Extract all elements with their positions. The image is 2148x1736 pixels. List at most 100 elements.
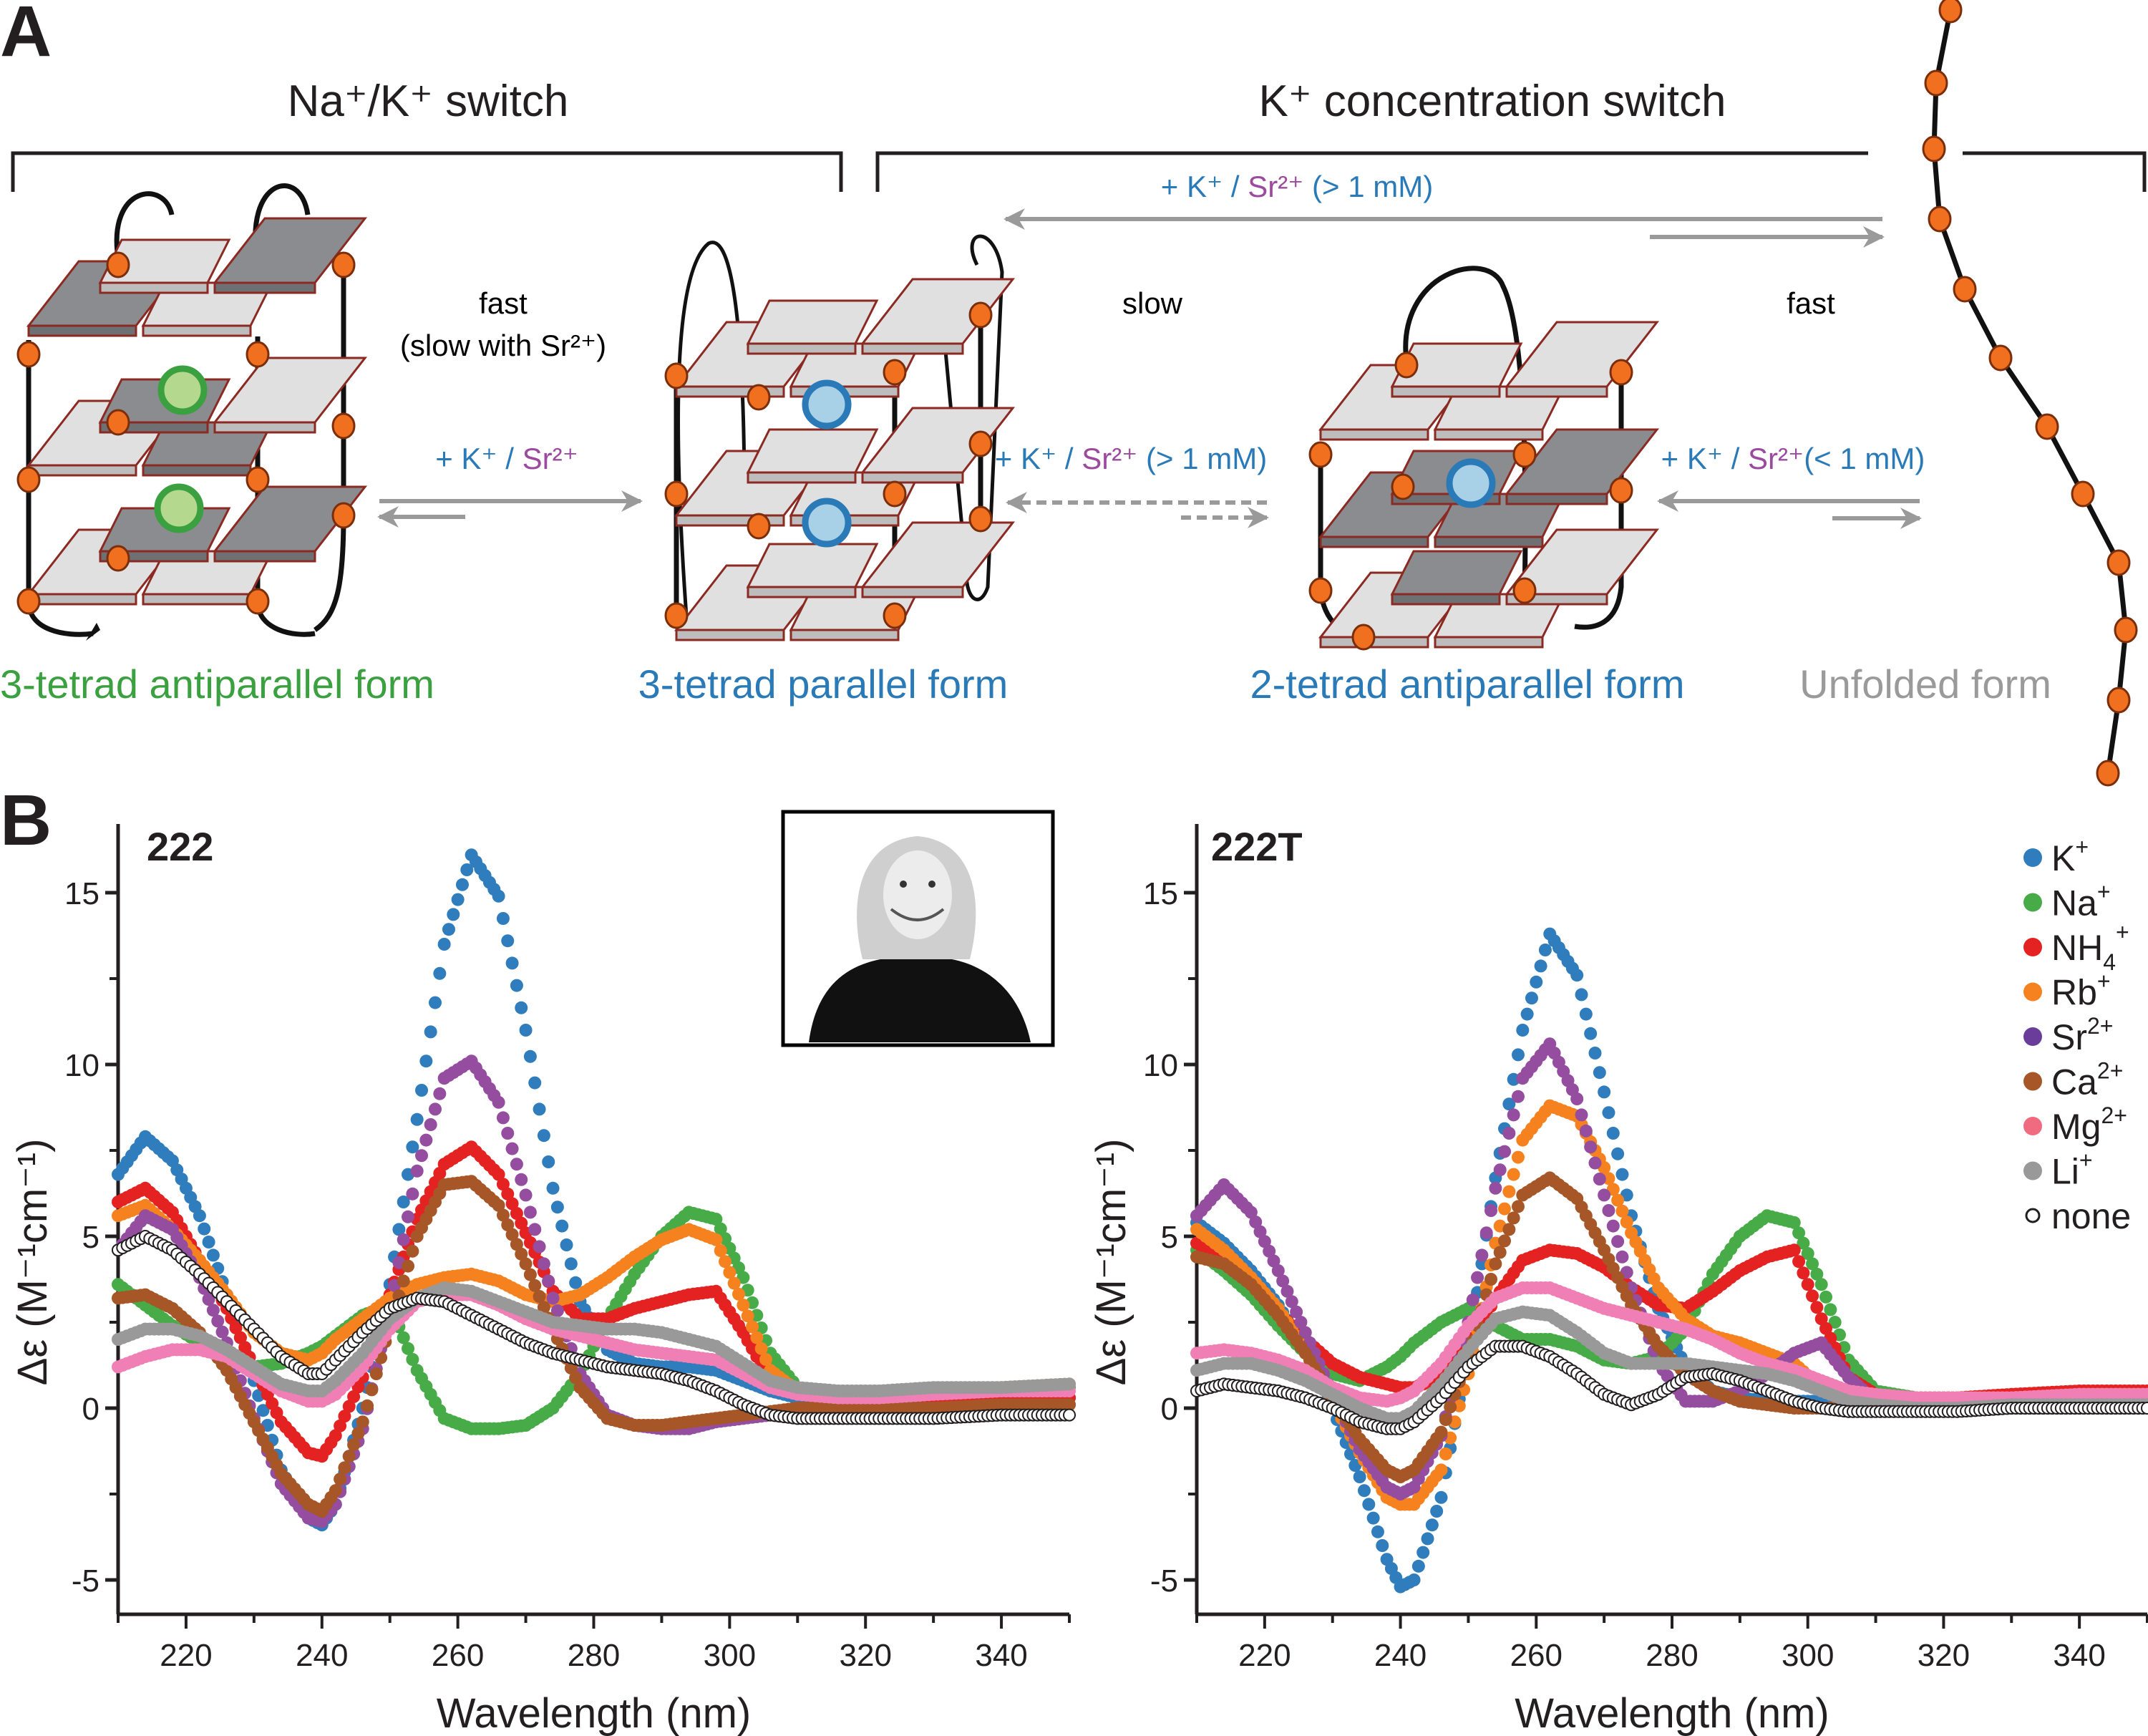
data-point: [510, 979, 523, 992]
data-point: [537, 1129, 550, 1143]
nucleotide-icon: [246, 341, 270, 368]
nucleotide-icon: [968, 430, 993, 457]
data-point: [523, 1206, 537, 1219]
tetrad-slab-front: [213, 421, 316, 434]
series-none: [112, 1230, 1076, 1425]
form-label-3-tetrad-antiparallel: 3-tetrad antiparallel form: [0, 661, 434, 707]
data-point: [451, 893, 465, 906]
data-point: [1598, 1085, 1611, 1099]
data-point: [1579, 1007, 1593, 1021]
nucleotide-icon: [968, 505, 993, 533]
data-point: [334, 1419, 347, 1432]
data-point: [1498, 1234, 1512, 1248]
data-point: [342, 1450, 356, 1463]
data-point: [369, 1367, 383, 1380]
data-point: [2141, 1402, 2148, 1415]
data-point: [1507, 1211, 1520, 1225]
data-point: [515, 1173, 528, 1186]
data-point: [750, 1331, 764, 1344]
y-tick-label: 10: [1143, 1048, 1178, 1083]
backbone-strand: [114, 191, 175, 258]
data-point: [1511, 1150, 1525, 1164]
data-point: [1534, 959, 1547, 973]
data-point: [501, 1187, 515, 1201]
data-point: [1520, 1007, 1534, 1021]
data-point: [1267, 1254, 1280, 1268]
legend-marker: [2023, 1027, 2042, 1046]
data-point: [546, 1291, 560, 1305]
data-point: [510, 1158, 523, 1171]
data-point: [533, 1240, 546, 1253]
data-point: [1434, 1425, 1448, 1439]
data-point: [1801, 1278, 1814, 1291]
x-tick-label: 320: [1918, 1638, 1970, 1673]
data-point: [206, 1304, 220, 1317]
data-point: [1615, 1168, 1629, 1181]
legend-marker: [2023, 982, 2042, 1002]
nucleotide-icon: [1924, 69, 1948, 97]
data-point: [732, 1287, 746, 1301]
data-point: [1525, 991, 1538, 1005]
data-point: [1253, 1225, 1267, 1238]
data-point: [397, 1331, 410, 1344]
data-point: [211, 1314, 225, 1328]
data-point: [533, 1102, 546, 1116]
data-point: [1810, 1267, 1824, 1281]
tetrad-slab-front: [142, 324, 252, 337]
data-point: [1466, 1293, 1479, 1306]
legend-label: Mg2+: [2051, 1102, 2127, 1147]
legend-marker: [2023, 1072, 2042, 1091]
tetrad-slab-front: [1434, 535, 1544, 548]
nucleotide-icon: [747, 384, 771, 411]
data-point: [1588, 1156, 1602, 1170]
x-tick-label: 220: [1238, 1638, 1291, 1673]
data-point: [1538, 944, 1552, 956]
data-point: [351, 1427, 365, 1440]
strand-arrowhead-icon: [86, 623, 100, 641]
data-point: [737, 1299, 750, 1311]
tetrad-slab-front: [27, 324, 137, 337]
legend-label: none: [2051, 1196, 2131, 1236]
backbone-strand: [943, 234, 1004, 601]
x-tick-label: 320: [840, 1638, 892, 1673]
data-point: [492, 1095, 505, 1109]
y-tick-label: 15: [64, 876, 99, 911]
data-point: [338, 1461, 351, 1475]
data-point: [569, 1276, 583, 1289]
data-point: [1502, 1185, 1516, 1198]
data-point: [1411, 1559, 1425, 1573]
tetrad-slab-front: [861, 586, 964, 598]
data-point: [1416, 1546, 1430, 1559]
data-point: [1475, 1248, 1489, 1262]
legend-label: Sr2+: [2051, 1013, 2113, 1057]
data-point: [406, 1244, 419, 1258]
data-point: [1570, 1092, 1584, 1105]
data-point: [1611, 1147, 1625, 1160]
tetrad-slab-top: [746, 428, 879, 474]
data-point: [347, 1438, 361, 1452]
data-point: [560, 1238, 573, 1251]
x-tick-label: 220: [160, 1638, 212, 1673]
nak-switch-bracket: [11, 151, 843, 192]
data-point: [460, 863, 474, 876]
data-point: [406, 1353, 419, 1366]
data-point: [1593, 1173, 1606, 1185]
data-point: [415, 1149, 429, 1163]
data-point: [1285, 1295, 1298, 1309]
tetrad-slab-front: [1319, 535, 1429, 548]
data-point: [1421, 1532, 1434, 1546]
data-point: [365, 1383, 379, 1397]
x-tick-label: 260: [432, 1638, 484, 1673]
data-point: [1371, 1525, 1384, 1538]
data-point: [256, 1404, 270, 1417]
data-point: [1298, 1326, 1312, 1339]
series-ca: [112, 1175, 1076, 1518]
data-point: [505, 1197, 519, 1211]
data-point: [1489, 1181, 1502, 1195]
series-rb: [1190, 1099, 2148, 1511]
data-point: [433, 966, 447, 980]
data-point: [1516, 1024, 1530, 1037]
data-point: [1787, 1216, 1801, 1229]
data-point: [719, 1255, 732, 1269]
